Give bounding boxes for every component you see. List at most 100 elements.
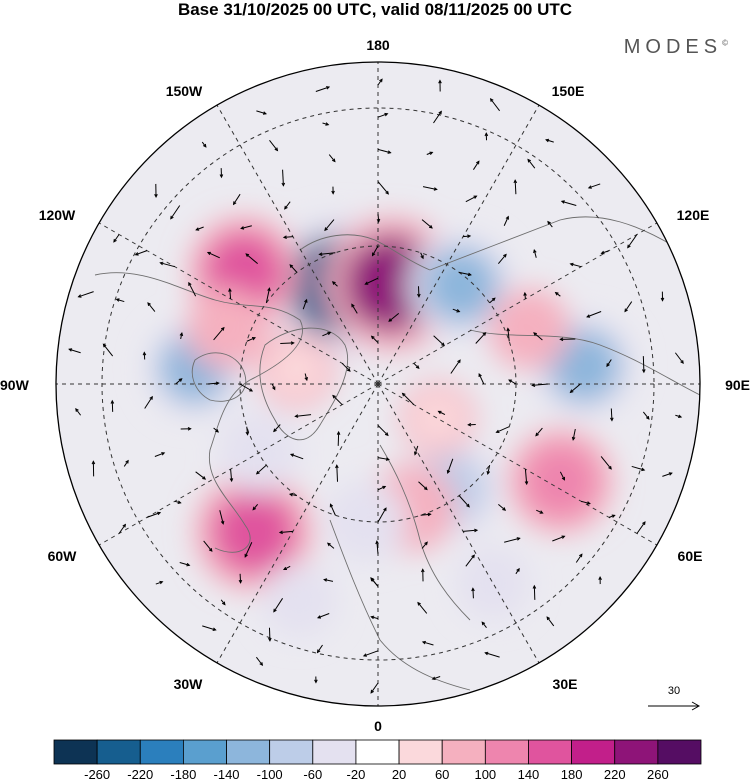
colorbar-swatch-11 [528,739,573,765]
wind-arrow-68 [606,359,612,368]
wind-arrow-0 [370,682,379,694]
map-boundary [55,61,701,707]
meridian-330 [216,383,379,664]
wind-arrow-1 [431,675,441,680]
colorbar-swatch-9 [441,739,486,765]
wind-arrow-75 [377,148,392,154]
wind-arrow-87 [238,573,243,584]
wind-arrow-111 [175,378,183,385]
wind-arrow-21 [77,291,94,298]
coast-greenland [259,327,349,441]
wind-arrow-128 [497,253,507,264]
wind-arrow-89 [316,613,330,619]
wind-arrow-46 [322,122,330,126]
wind-arrow-192 [413,362,420,370]
anomaly-cell-5 [197,299,256,359]
wind-arrow-18 [201,141,207,148]
anomaly-cell-6 [211,489,297,575]
wind-arrow-25 [118,523,126,534]
wind-arrow-2 [484,651,500,658]
colorbar [53,739,702,765]
wind-vectors [68,78,684,694]
wind-arrow-20 [113,234,120,243]
wind-arrow-56 [179,562,191,567]
lon-label-30e: 30E [553,676,578,692]
meridian-150 [377,104,540,385]
wind-arrow-27 [202,625,217,632]
wind-arrow-32 [481,621,487,629]
colorbar-swatch-1 [96,739,141,765]
colorbar-tick-1: -220 [127,767,154,782]
wind-arrow-24 [91,460,96,477]
colorbar-tick-4: -100 [256,767,283,782]
wind-arrow-77 [281,169,286,187]
wind-arrow-146 [486,465,491,475]
wind-arrow-154 [318,252,336,256]
wind-arrow-39 [624,301,633,313]
wind-arrow-178 [335,464,339,482]
lon-label-180: 180 [366,37,390,53]
wind-arrow-130 [421,219,433,229]
wind-arrow-74 [426,151,434,155]
wind-arrow-19 [154,183,158,199]
wind-arrow-155 [289,264,298,273]
colorbar-tick-2: -180 [170,767,197,782]
wind-arrow-17 [256,110,268,115]
colorbar-swatch-7 [355,739,400,765]
anomaly-cell-3 [423,247,499,323]
wind-arrow-45 [377,112,389,118]
wind-arrow-193 [370,335,379,343]
wind-arrow-115 [244,542,253,558]
wind-arrow-189 [336,430,341,446]
wind-arrow-174 [280,341,295,345]
lon-label-150w: 150W [166,83,203,99]
wind-arrow-195 [332,394,343,406]
wind-arrow-136 [213,326,225,341]
colorbar-swatch-13 [614,739,659,765]
wind-arrow-145 [458,495,470,508]
wind-arrow-54 [123,459,129,467]
wind-arrow-91 [420,568,425,582]
wind-arrow-185 [351,303,358,314]
wind-arrow-118 [370,577,379,587]
wind-arrow-169 [452,308,461,313]
wind-arrow-78 [232,193,241,206]
colorbar-tick-11: 180 [560,767,583,782]
wind-arrow-143 [377,507,387,523]
wind-arrow-84 [154,452,166,457]
wind-arrow-190 [377,425,389,437]
wind-arrow-98 [559,337,576,342]
wind-arrow-107 [240,225,252,230]
wind-arrow-131 [376,213,381,223]
wind-arrow-113 [195,471,207,480]
wind-arrow-3 [546,616,555,627]
wind-arrow-43 [484,132,489,141]
wind-arrow-163 [377,485,387,491]
meridian-120 [377,222,658,385]
wind-arrow-93 [504,537,521,543]
wind-arrow-153 [371,245,379,257]
wind-arrow-36 [631,465,646,472]
wind-arrow-13 [489,97,501,112]
coast-hudson-bay [191,352,247,402]
wind-arrow-176 [273,424,281,433]
wind-arrow-119 [375,540,379,555]
wind-arrow-116 [282,565,291,571]
wind-arrow-172 [331,281,338,287]
colorbar-swatch-6 [312,739,357,765]
wind-arrow-58 [268,627,272,642]
wind-arrow-83 [144,395,153,409]
wind-arrow-79 [195,226,204,231]
wind-scale-arrowhead [691,701,701,711]
wind-arrow-9 [660,291,665,302]
wind-arrow-35 [608,514,616,518]
wind-arrow-150 [489,297,496,304]
wind-arrow-66 [600,456,612,470]
wind-arrow-60 [370,615,379,620]
anomaly-cell-15 [410,391,465,446]
wind-arrow-120 [421,541,428,549]
wind-arrow-106 [284,201,291,210]
wind-arrow-180 [414,445,419,456]
wind-arrow-14 [438,79,442,92]
anomaly-cell-14 [268,341,325,398]
